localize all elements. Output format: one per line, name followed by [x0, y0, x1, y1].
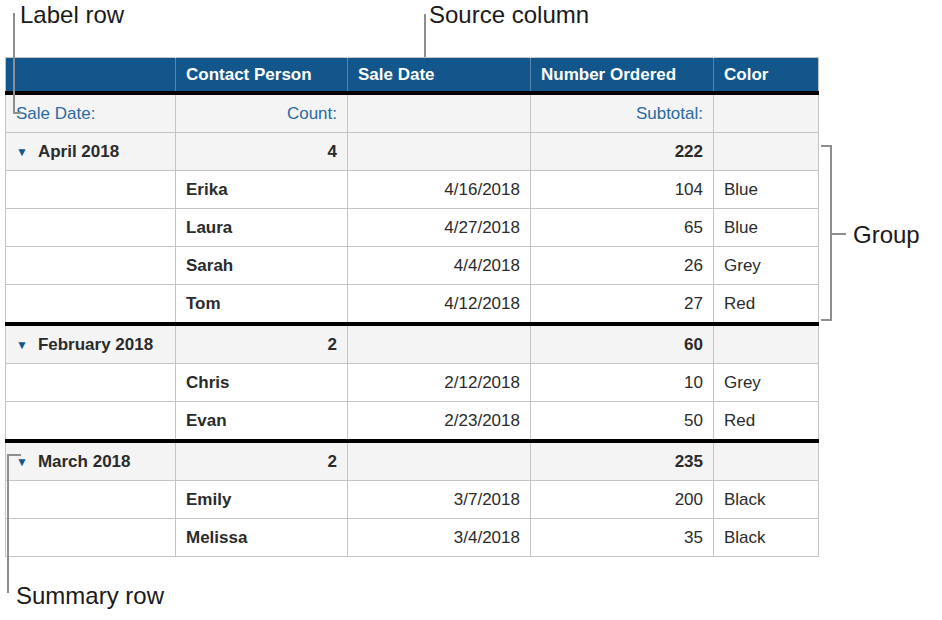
- category-empty-cell[interactable]: [6, 247, 176, 285]
- callout-line-source-column: [424, 14, 426, 57]
- group-name: February 2018: [38, 335, 153, 354]
- column-header-color[interactable]: Color: [714, 58, 819, 94]
- number-ordered-cell[interactable]: 26: [531, 247, 714, 285]
- number-ordered-cell[interactable]: 65: [531, 209, 714, 247]
- sale-date-cell[interactable]: 4/16/2018: [348, 171, 531, 209]
- contact-person-cell[interactable]: Evan: [176, 402, 348, 442]
- contact-person-cell[interactable]: Tom: [176, 285, 348, 325]
- number-ordered-cell[interactable]: 35: [531, 519, 714, 557]
- color-cell[interactable]: Grey: [714, 247, 819, 285]
- column-header-contact-person[interactable]: Contact Person: [176, 58, 348, 94]
- figure-categorized-table: Label row Source column Group Summary ro…: [0, 0, 942, 620]
- contact-person-cell[interactable]: Sarah: [176, 247, 348, 285]
- column-header-number-ordered[interactable]: Number Ordered: [531, 58, 714, 94]
- summary-row: ▼ February 2018 2 60: [6, 324, 819, 364]
- callout-label-row: Label row: [20, 1, 124, 29]
- label-row-count-cell[interactable]: Count:: [176, 93, 348, 133]
- sale-date-cell[interactable]: 4/27/2018: [348, 209, 531, 247]
- number-ordered-cell[interactable]: 104: [531, 171, 714, 209]
- group-name: April 2018: [38, 142, 119, 161]
- summary-empty-cell[interactable]: [714, 441, 819, 481]
- callout-group: Group: [853, 221, 920, 249]
- label-row-subtotal-cell[interactable]: Subtotal:: [531, 93, 714, 133]
- categorized-table: Contact Person Sale Date Number Ordered …: [5, 57, 819, 557]
- category-empty-cell[interactable]: [6, 285, 176, 325]
- color-cell[interactable]: Grey: [714, 364, 819, 402]
- group-subtotal-cell[interactable]: 222: [531, 133, 714, 171]
- contact-person-cell[interactable]: Chris: [176, 364, 348, 402]
- category-empty-cell[interactable]: [6, 519, 176, 557]
- color-cell[interactable]: Black: [714, 519, 819, 557]
- category-empty-cell[interactable]: [6, 209, 176, 247]
- group-count-cell[interactable]: 2: [176, 324, 348, 364]
- table-row: Laura4/27/201865Blue: [6, 209, 819, 247]
- callout-line-summary-row-tick: [7, 454, 21, 456]
- color-cell[interactable]: Red: [714, 402, 819, 442]
- color-cell[interactable]: Blue: [714, 171, 819, 209]
- group-count-cell[interactable]: 2: [176, 441, 348, 481]
- summary-row: ▼ April 2018 4 222: [6, 133, 819, 171]
- group-summary-cell[interactable]: ▼ April 2018: [6, 133, 176, 171]
- label-row-category-cell[interactable]: Sale Date:: [6, 93, 176, 133]
- callout-source-column: Source column: [429, 1, 589, 29]
- sale-date-cell[interactable]: 4/4/2018: [348, 247, 531, 285]
- table-row: Sarah4/4/201826Grey: [6, 247, 819, 285]
- table-row: Melissa3/4/201835Black: [6, 519, 819, 557]
- sale-date-cell[interactable]: 3/7/2018: [348, 481, 531, 519]
- sale-date-cell[interactable]: 3/4/2018: [348, 519, 531, 557]
- label-row: Sale Date: Count: Subtotal:: [6, 93, 819, 133]
- group-count-cell[interactable]: 4: [176, 133, 348, 171]
- group-subtotal-cell[interactable]: 235: [531, 441, 714, 481]
- number-ordered-cell[interactable]: 27: [531, 285, 714, 325]
- label-row-empty-cell[interactable]: [714, 93, 819, 133]
- number-ordered-cell[interactable]: 10: [531, 364, 714, 402]
- table-row: Emily3/7/2018200Black: [6, 481, 819, 519]
- column-header-category[interactable]: [6, 58, 176, 94]
- disclosure-triangle-icon[interactable]: ▼: [16, 338, 28, 352]
- label-row-empty-cell[interactable]: [348, 93, 531, 133]
- contact-person-cell[interactable]: Erika: [176, 171, 348, 209]
- table-row: Chris2/12/201810Grey: [6, 364, 819, 402]
- group-summary-cell[interactable]: ▼ March 2018: [6, 441, 176, 481]
- category-empty-cell[interactable]: [6, 402, 176, 442]
- summary-empty-cell[interactable]: [348, 133, 531, 171]
- sale-date-cell[interactable]: 2/23/2018: [348, 402, 531, 442]
- contact-person-cell[interactable]: Laura: [176, 209, 348, 247]
- callout-summary-row: Summary row: [16, 582, 164, 610]
- color-cell[interactable]: Black: [714, 481, 819, 519]
- category-empty-cell[interactable]: [6, 171, 176, 209]
- contact-person-cell[interactable]: Emily: [176, 481, 348, 519]
- category-empty-cell[interactable]: [6, 481, 176, 519]
- group-name: March 2018: [38, 452, 131, 471]
- callout-line-label-row-foot: [13, 112, 22, 114]
- group-summary-cell[interactable]: ▼ February 2018: [6, 324, 176, 364]
- number-ordered-cell[interactable]: 200: [531, 481, 714, 519]
- category-empty-cell[interactable]: [6, 364, 176, 402]
- summary-row: ▼ March 2018 2 235: [6, 441, 819, 481]
- header-row: Contact Person Sale Date Number Ordered …: [6, 58, 819, 94]
- summary-empty-cell[interactable]: [714, 324, 819, 364]
- group-subtotal-cell[interactable]: 60: [531, 324, 714, 364]
- table-row: Tom4/12/201827Red: [6, 285, 819, 325]
- callout-line-label-row: [13, 13, 15, 114]
- disclosure-triangle-icon[interactable]: ▼: [16, 455, 28, 469]
- summary-empty-cell[interactable]: [348, 324, 531, 364]
- contact-person-cell[interactable]: Melissa: [176, 519, 348, 557]
- number-ordered-cell[interactable]: 50: [531, 402, 714, 442]
- sale-date-cell[interactable]: 4/12/2018: [348, 285, 531, 325]
- column-header-sale-date[interactable]: Sale Date: [348, 58, 531, 94]
- group-bracket-bottom-arm: [821, 319, 832, 321]
- table-row: Evan2/23/201850Red: [6, 402, 819, 442]
- group-bracket-tick: [832, 233, 846, 235]
- table-row: Erika4/16/2018104Blue: [6, 171, 819, 209]
- summary-empty-cell[interactable]: [714, 133, 819, 171]
- summary-empty-cell[interactable]: [348, 441, 531, 481]
- color-cell[interactable]: Blue: [714, 209, 819, 247]
- callout-line-summary-row: [7, 454, 9, 593]
- disclosure-triangle-icon[interactable]: ▼: [16, 145, 28, 159]
- sale-date-cell[interactable]: 2/12/2018: [348, 364, 531, 402]
- color-cell[interactable]: Red: [714, 285, 819, 325]
